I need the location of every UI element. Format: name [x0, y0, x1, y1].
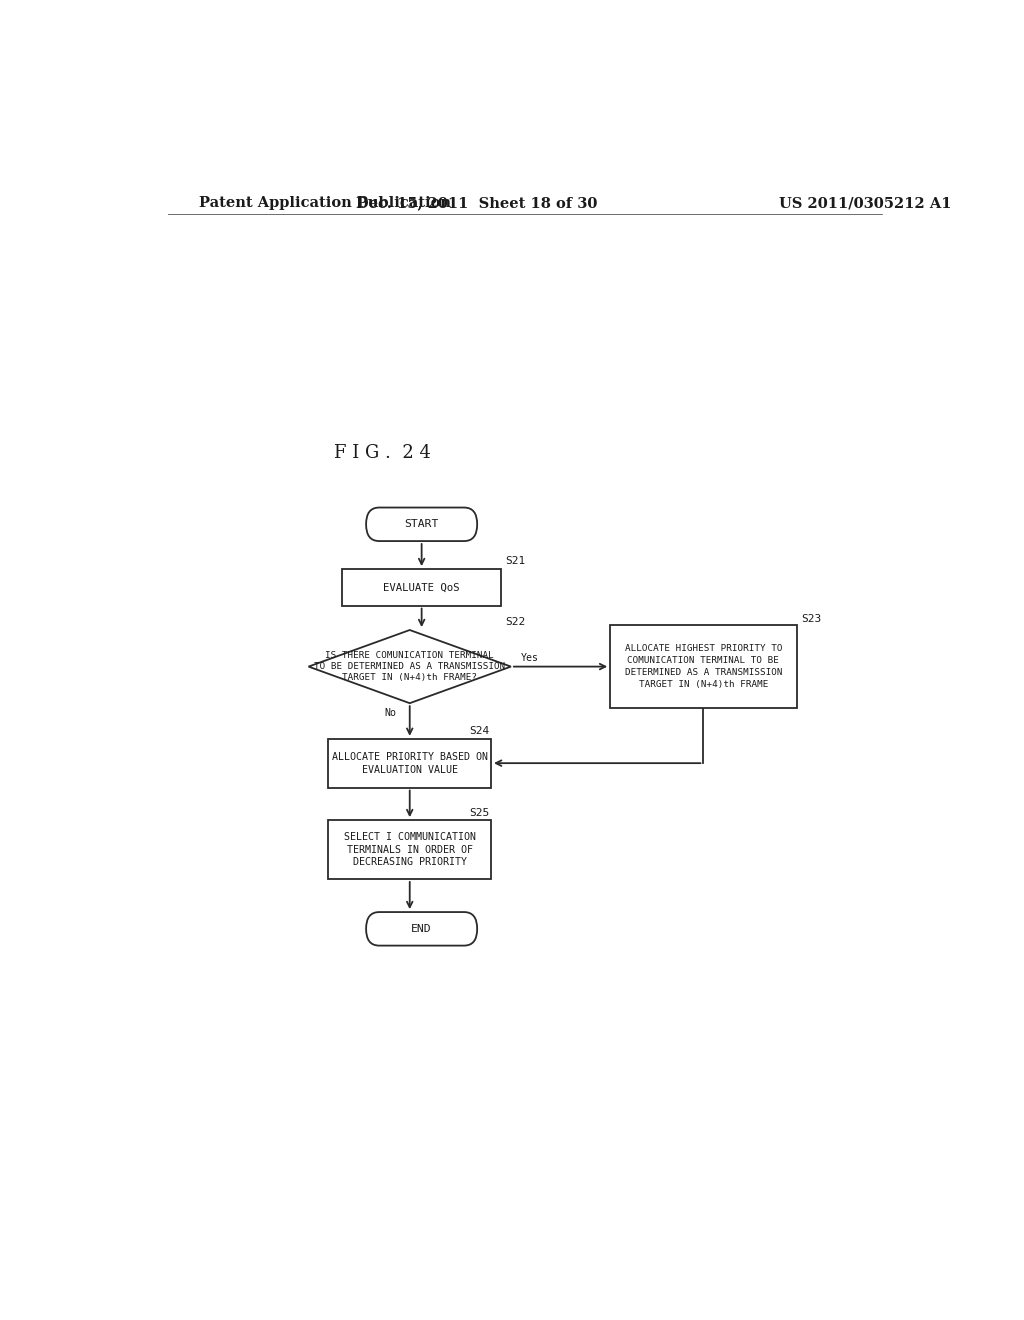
FancyBboxPatch shape — [342, 569, 501, 606]
FancyBboxPatch shape — [329, 739, 492, 788]
Text: S23: S23 — [801, 614, 821, 624]
Text: Patent Application Publication: Patent Application Publication — [200, 197, 452, 210]
Text: Dec. 15, 2011  Sheet 18 of 30: Dec. 15, 2011 Sheet 18 of 30 — [356, 197, 598, 210]
Text: S22: S22 — [505, 616, 525, 627]
Polygon shape — [308, 630, 511, 704]
Text: EVALUATE QoS: EVALUATE QoS — [383, 582, 460, 593]
Text: Yes: Yes — [520, 653, 539, 664]
Text: ALLOCATE HIGHEST PRIORITY TO
COMUNICATION TERMINAL TO BE
DETERMINED AS A TRANSMI: ALLOCATE HIGHEST PRIORITY TO COMUNICATIO… — [625, 644, 782, 689]
Text: IS THERE COMUNICATION TERMINAL
TO BE DETERMINED AS A TRANSMISSION
TARGET IN (N+4: IS THERE COMUNICATION TERMINAL TO BE DET… — [314, 651, 506, 682]
Text: No: No — [384, 709, 396, 718]
Text: US 2011/0305212 A1: US 2011/0305212 A1 — [778, 197, 951, 210]
Text: ALLOCATE PRIORITY BASED ON
EVALUATION VALUE: ALLOCATE PRIORITY BASED ON EVALUATION VA… — [332, 752, 487, 775]
Text: SELECT I COMMUNICATION
TERMINALS IN ORDER OF
DECREASING PRIORITY: SELECT I COMMUNICATION TERMINALS IN ORDE… — [344, 832, 476, 867]
FancyBboxPatch shape — [367, 912, 477, 945]
FancyBboxPatch shape — [367, 507, 477, 541]
Text: S25: S25 — [469, 808, 489, 818]
FancyBboxPatch shape — [329, 820, 492, 879]
Text: S21: S21 — [505, 556, 525, 566]
Text: S24: S24 — [469, 726, 489, 735]
FancyBboxPatch shape — [610, 624, 797, 709]
Text: F I G .  2 4: F I G . 2 4 — [334, 444, 431, 462]
Text: END: END — [412, 924, 432, 933]
Text: START: START — [404, 519, 439, 529]
